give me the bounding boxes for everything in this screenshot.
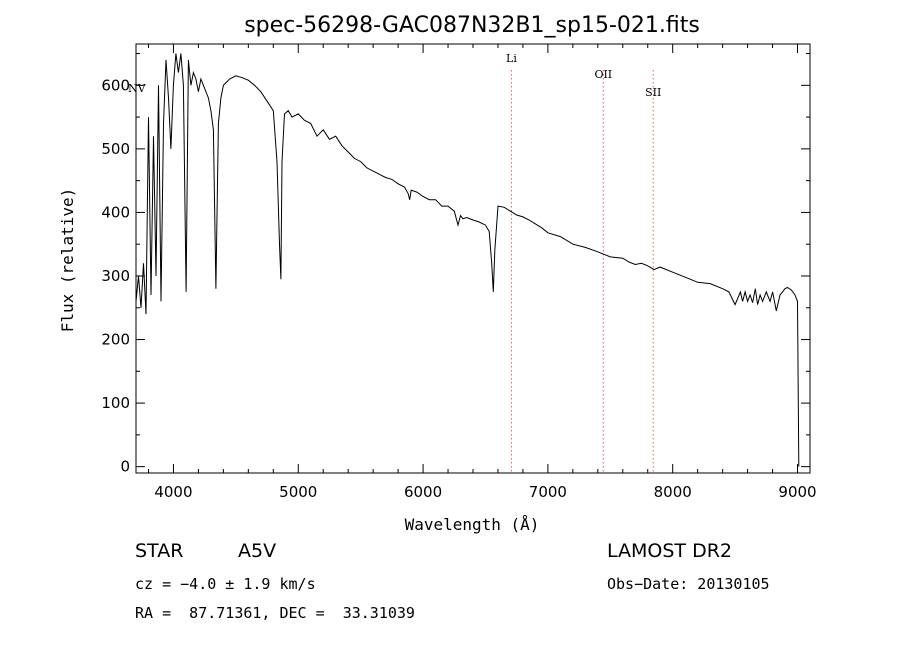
y-tick-label: 0 [120,458,130,476]
spectral-line-label: OII [594,68,612,81]
x-axis-label: Wavelength (Å) [405,515,540,534]
x-tick-label: 8000 [654,483,692,501]
x-tick-label: 7000 [529,483,567,501]
survey-name: LAMOST DR2 [607,540,732,562]
y-tick-label: 400 [101,203,130,221]
spectral-line-label: Li [506,52,517,65]
x-tick-label: 5000 [279,483,317,501]
observation-date: Obs−Date: 20130105 [607,575,770,593]
redshift-velocity: cz = −4.0 ± 1.9 km/s [135,575,316,593]
y-tick-label: 100 [101,394,130,412]
y-axis-label: Flux (relative) [58,188,77,333]
spectral-line-label: SII [645,86,661,99]
x-axis: 4000 5000 6000 7000 8000 9000 [147,44,817,501]
y-tick-label: 600 [101,76,130,94]
x-tick-label: 9000 [778,483,816,501]
spectrum-series [135,53,800,467]
object-class: STAR [135,540,184,562]
y-tick-label: 300 [101,267,130,285]
spectral-line-label: NV [128,82,147,95]
y-tick-label: 200 [101,331,130,349]
chart-title: spec-56298-GAC087N32B1_sp15-021.fits [244,13,700,38]
x-tick-label: 6000 [404,483,442,501]
y-axis: 0 100 200 300 400 500 600 [101,53,810,476]
x-tick-label: 4000 [154,483,192,501]
object-subclass: A5V [238,540,277,562]
plot-frame [135,43,811,474]
coordinates: RA = 87.71361, DEC = 33.31039 [135,604,415,622]
y-tick-label: 500 [101,140,130,158]
spectral-lines: NV Li OII SII [128,52,661,473]
